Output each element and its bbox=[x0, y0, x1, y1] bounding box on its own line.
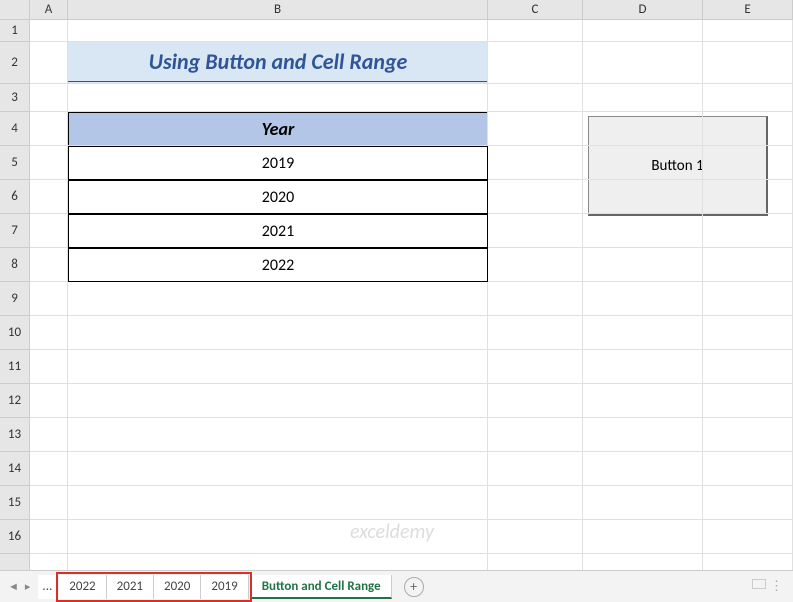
scroll-indicator: ⋮ bbox=[742, 579, 793, 594]
tab-2020[interactable]: 2020 bbox=[154, 575, 201, 599]
sheet-tab-bar: ◄ ▸ ... 2022202120202019 Button and Cell… bbox=[0, 570, 793, 602]
tab-active[interactable]: Button and Cell Range bbox=[252, 575, 392, 599]
row-header-12[interactable]: 12 bbox=[0, 384, 29, 418]
watermark: exceldemy bbox=[350, 520, 434, 544]
tab-2021[interactable]: 2021 bbox=[107, 575, 154, 599]
tab-2022[interactable]: 2022 bbox=[59, 575, 106, 599]
table-cell-year-2022[interactable]: 2022 bbox=[68, 248, 488, 282]
row-header-8[interactable]: 8 bbox=[0, 248, 29, 282]
table-header-year: Year bbox=[68, 112, 488, 146]
row-header-4[interactable]: 4 bbox=[0, 112, 29, 146]
table-cell-year-2020[interactable]: 2020 bbox=[68, 180, 488, 214]
nav-next-icon[interactable]: ▸ bbox=[25, 580, 31, 593]
column-header-A[interactable]: A bbox=[30, 0, 68, 19]
spreadsheet-grid: ABCDE 12345678910111213141516 Using Butt… bbox=[0, 0, 793, 602]
scroll-dots-icon: ⋮ bbox=[770, 579, 783, 594]
new-sheet-button[interactable]: + bbox=[404, 577, 424, 597]
macro-button-1[interactable]: Button 1 bbox=[588, 116, 768, 216]
row-header-14[interactable]: 14 bbox=[0, 452, 29, 486]
row-header-2[interactable]: 2 bbox=[0, 42, 29, 84]
row-header-6[interactable]: 6 bbox=[0, 180, 29, 214]
tab-2019[interactable]: 2019 bbox=[201, 575, 248, 599]
scroll-box bbox=[752, 579, 766, 589]
row-header-5[interactable]: 5 bbox=[0, 146, 29, 180]
row-header-9[interactable]: 9 bbox=[0, 282, 29, 316]
nav-first-icon[interactable]: ◄ bbox=[8, 580, 19, 593]
table-cell-year-2021[interactable]: 2021 bbox=[68, 214, 488, 248]
row-header-7[interactable]: 7 bbox=[0, 214, 29, 248]
tab-ellipsis[interactable]: ... bbox=[38, 575, 56, 599]
row-headers: 12345678910111213141516 bbox=[0, 20, 30, 570]
row-header-15[interactable]: 15 bbox=[0, 486, 29, 520]
cells-area[interactable]: Using Button and Cell Range Year Button … bbox=[30, 20, 793, 570]
select-all-corner[interactable] bbox=[0, 0, 30, 19]
column-headers: ABCDE bbox=[0, 0, 793, 20]
row-header-3[interactable]: 3 bbox=[0, 84, 29, 112]
row-header-11[interactable]: 11 bbox=[0, 350, 29, 384]
highlighted-tabs: 2022202120202019 bbox=[56, 572, 251, 602]
row-header-10[interactable]: 10 bbox=[0, 316, 29, 350]
column-header-E[interactable]: E bbox=[703, 0, 793, 19]
column-header-D[interactable]: D bbox=[583, 0, 703, 19]
row-header-16[interactable]: 16 bbox=[0, 520, 29, 554]
title-cell: Using Button and Cell Range bbox=[68, 42, 488, 84]
row-header-1[interactable]: 1 bbox=[0, 20, 29, 42]
row-header-13[interactable]: 13 bbox=[0, 418, 29, 452]
column-header-C[interactable]: C bbox=[488, 0, 583, 19]
tab-nav: ◄ ▸ bbox=[0, 580, 38, 593]
table-cell-year-2019[interactable]: 2019 bbox=[68, 146, 488, 180]
column-header-B[interactable]: B bbox=[68, 0, 488, 19]
